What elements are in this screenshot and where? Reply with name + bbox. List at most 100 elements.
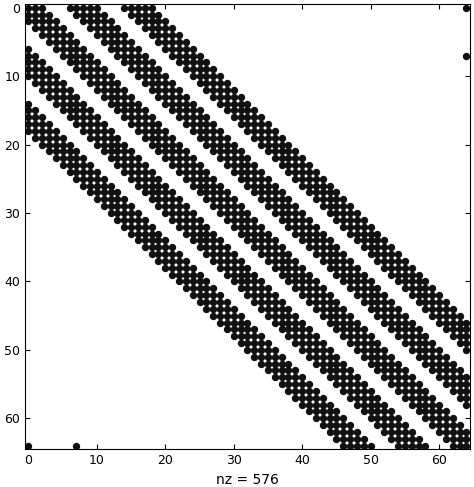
Point — [230, 141, 237, 149]
Point — [216, 141, 224, 149]
Point — [244, 278, 251, 285]
Point — [463, 394, 470, 402]
Point — [216, 257, 224, 265]
Point — [367, 298, 374, 306]
Point — [442, 360, 450, 368]
Point — [264, 141, 272, 149]
Point — [59, 100, 66, 108]
Point — [401, 325, 409, 333]
Point — [168, 148, 176, 155]
Point — [285, 360, 292, 368]
Point — [189, 216, 197, 224]
Point — [182, 58, 190, 66]
Point — [107, 154, 114, 162]
Point — [80, 161, 87, 169]
Point — [319, 401, 327, 409]
Point — [93, 11, 100, 19]
Point — [230, 100, 237, 108]
Point — [257, 182, 265, 189]
Point — [182, 148, 190, 155]
Point — [367, 230, 374, 238]
Point — [339, 421, 347, 429]
Point — [326, 374, 333, 381]
Point — [182, 257, 190, 265]
Point — [421, 408, 429, 415]
Point — [155, 31, 162, 39]
Point — [299, 374, 306, 381]
Point — [271, 195, 279, 203]
Point — [52, 86, 60, 94]
Point — [271, 148, 279, 155]
Point — [168, 209, 176, 217]
Point — [237, 209, 245, 217]
Point — [210, 202, 217, 210]
Point — [264, 237, 272, 244]
Point — [196, 271, 203, 279]
Point — [216, 86, 224, 94]
Point — [319, 291, 327, 299]
Point — [387, 244, 395, 251]
Point — [312, 284, 319, 292]
Point — [244, 325, 251, 333]
Point — [292, 394, 299, 402]
Point — [237, 278, 245, 285]
Point — [278, 367, 285, 375]
Point — [339, 318, 347, 326]
Point — [312, 353, 319, 360]
Point — [210, 230, 217, 238]
Point — [155, 18, 162, 25]
Point — [333, 421, 340, 429]
Point — [210, 195, 217, 203]
Point — [271, 188, 279, 196]
Point — [278, 318, 285, 326]
Point — [305, 188, 313, 196]
Point — [202, 237, 210, 244]
Point — [463, 332, 470, 340]
Point — [401, 257, 409, 265]
Point — [449, 305, 456, 313]
Point — [162, 24, 169, 32]
Point — [66, 31, 73, 39]
Point — [421, 394, 429, 402]
Point — [346, 442, 354, 450]
Point — [353, 374, 361, 381]
Point — [100, 134, 108, 142]
Point — [312, 250, 319, 258]
Point — [52, 93, 60, 101]
Point — [31, 11, 39, 19]
Point — [264, 182, 272, 189]
Point — [292, 374, 299, 381]
Point — [278, 154, 285, 162]
Point — [381, 257, 388, 265]
Point — [264, 188, 272, 196]
Point — [134, 230, 142, 238]
Point — [463, 4, 470, 12]
Point — [202, 127, 210, 135]
Point — [80, 18, 87, 25]
Point — [134, 216, 142, 224]
Point — [45, 148, 53, 155]
Point — [216, 237, 224, 244]
Point — [162, 148, 169, 155]
Point — [155, 86, 162, 94]
Point — [196, 127, 203, 135]
Point — [162, 72, 169, 80]
Point — [292, 312, 299, 319]
Point — [250, 284, 258, 292]
Point — [312, 188, 319, 196]
Point — [264, 195, 272, 203]
Point — [285, 202, 292, 210]
Point — [346, 318, 354, 326]
Point — [223, 141, 231, 149]
Point — [148, 195, 155, 203]
Point — [175, 31, 183, 39]
Point — [394, 435, 402, 443]
Point — [326, 414, 333, 422]
Point — [346, 209, 354, 217]
Point — [346, 284, 354, 292]
Point — [120, 113, 128, 121]
Point — [401, 428, 409, 436]
Point — [353, 401, 361, 409]
Point — [196, 230, 203, 238]
Point — [93, 65, 100, 73]
